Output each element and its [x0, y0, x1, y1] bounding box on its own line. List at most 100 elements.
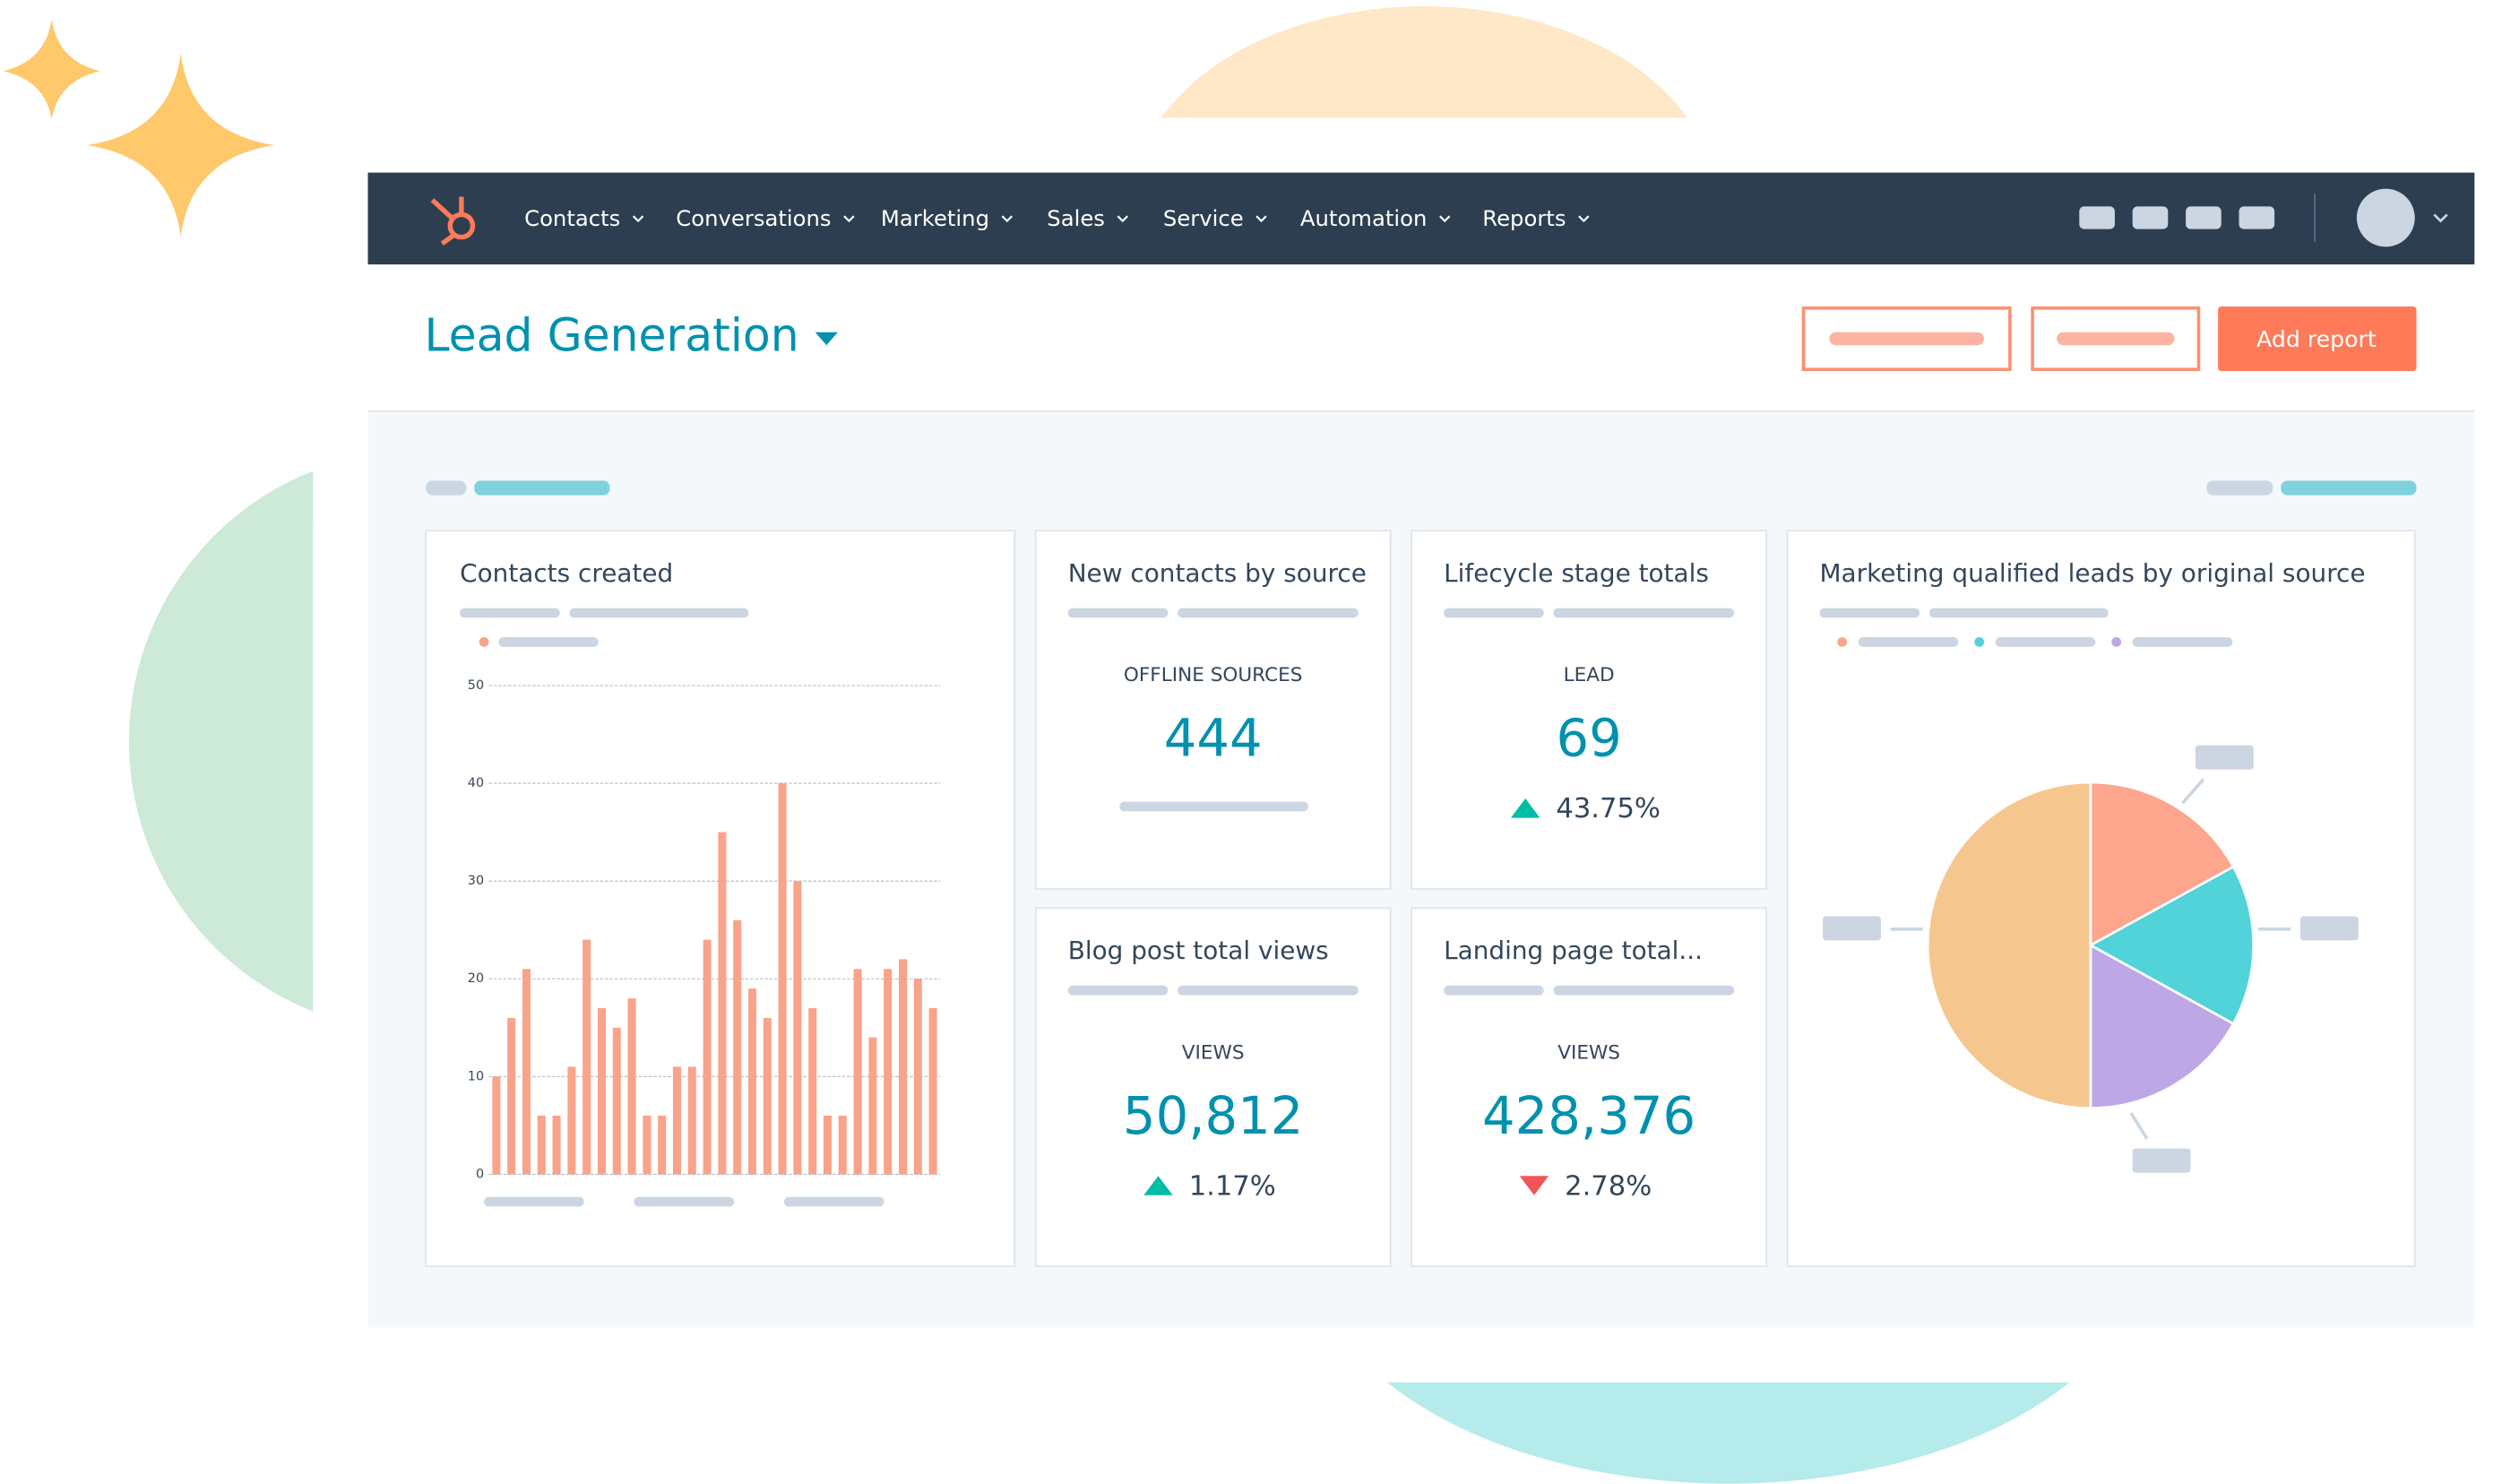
bar — [884, 969, 893, 1175]
bar — [748, 988, 756, 1175]
bar — [868, 1037, 877, 1175]
bar — [733, 919, 742, 1175]
button[interactable] — [1801, 306, 2012, 371]
bar — [899, 959, 908, 1175]
y-tick-label: 50 — [468, 678, 484, 693]
deco-star — [87, 53, 275, 237]
nav-item[interactable]: Contacts — [524, 205, 620, 231]
bar — [808, 1007, 817, 1175]
label-placeholder — [1823, 916, 1881, 941]
placeholder — [426, 480, 467, 496]
bar — [928, 1007, 937, 1175]
bar — [537, 1115, 546, 1175]
button-label[interactable]: Add report — [2256, 326, 2377, 352]
placeholder — [1178, 608, 1359, 618]
bar — [492, 1076, 501, 1175]
bar — [627, 998, 636, 1175]
dashboard-title[interactable]: Lead Generation — [425, 309, 799, 362]
label-placeholder — [2195, 745, 2254, 770]
placeholder — [484, 1196, 584, 1207]
bar — [703, 939, 712, 1175]
bar — [673, 1066, 681, 1175]
placeholder — [1995, 637, 2096, 647]
card-title: Blog post total views — [1068, 936, 1329, 965]
y-tick-label: 40 — [468, 776, 484, 790]
bar — [793, 881, 802, 1175]
placeholder — [1067, 985, 1169, 996]
leader-line — [2181, 778, 2205, 805]
placeholder — [1553, 608, 1735, 618]
nav-item[interactable]: Conversations — [676, 205, 831, 231]
placeholder — [569, 608, 749, 618]
card-title: Lifecycle stage totals — [1444, 558, 1709, 588]
nav-chevron — [843, 215, 855, 223]
placeholder — [1829, 332, 1985, 346]
bar — [913, 979, 922, 1175]
card — [1034, 907, 1392, 1267]
nav-item[interactable]: Reports — [1482, 205, 1566, 231]
card — [1034, 530, 1392, 890]
deco — [128, 470, 314, 1012]
label-placeholder — [2132, 1148, 2191, 1173]
y-tick-label: 30 — [468, 874, 484, 888]
legend-dot — [2111, 637, 2122, 647]
placeholder — [1178, 985, 1359, 996]
placeholder — [1928, 608, 2109, 618]
nav-item[interactable]: Sales — [1047, 205, 1105, 231]
bar — [552, 1115, 561, 1175]
placeholder — [1067, 608, 1169, 618]
kpi-value: 69 — [1556, 709, 1621, 769]
pie-slice — [2089, 943, 2236, 1109]
logo — [430, 196, 476, 246]
kpi-value: 428,376 — [1482, 1086, 1695, 1146]
nav-bar — [367, 172, 2475, 265]
bar — [853, 969, 862, 1175]
bar — [507, 1017, 516, 1175]
nav-item[interactable]: Marketing — [881, 205, 989, 231]
bar — [522, 969, 531, 1175]
trend-arrow — [1143, 1176, 1173, 1195]
placeholder — [498, 637, 599, 647]
placeholder — [2281, 480, 2417, 496]
y-tick-label: 10 — [468, 1069, 484, 1083]
nav-icons — [2079, 188, 2448, 247]
nav-item[interactable]: Service — [1163, 205, 1244, 231]
placeholder — [634, 1196, 735, 1207]
legend-dot — [1837, 637, 1848, 647]
legend-dot — [479, 637, 489, 647]
dropdown-caret[interactable] — [815, 332, 838, 346]
deco — [1387, 1382, 2070, 1484]
bar — [598, 1007, 606, 1175]
card — [1411, 530, 1767, 890]
bar — [582, 939, 591, 1175]
card — [1411, 907, 1767, 1267]
nav-chevron — [1439, 215, 1451, 223]
label-placeholder — [2299, 916, 2359, 941]
kpi-value: 444 — [1164, 709, 1263, 769]
nav-item[interactable]: Automation — [1300, 205, 1428, 231]
y-tick-label: 20 — [468, 971, 484, 986]
kpi-change: 2.78% — [1565, 1170, 1652, 1202]
kpi-label: OFFLINE SOURCES — [1124, 664, 1303, 686]
nav-chevron — [1001, 215, 1013, 223]
placeholder — [1819, 608, 1920, 618]
bar — [838, 1115, 847, 1175]
trend-arrow — [1519, 1176, 1549, 1195]
bar — [778, 783, 787, 1175]
placeholder — [1858, 637, 1959, 647]
bar — [718, 832, 727, 1175]
kpi-change: 43.75% — [1556, 793, 1661, 824]
add-report-button[interactable] — [2218, 306, 2417, 371]
card-title: Contacts created — [460, 558, 673, 588]
bar — [658, 1115, 667, 1175]
trend-arrow — [1510, 798, 1540, 818]
placeholder — [783, 1196, 884, 1207]
bar — [687, 1066, 696, 1175]
button[interactable] — [2031, 306, 2201, 371]
nav-chevron — [1255, 215, 1267, 223]
placeholder — [1444, 608, 1544, 618]
placeholder — [1119, 801, 1308, 812]
card-title: Marketing qualified leads by original so… — [1820, 558, 2366, 588]
pie-slice — [2089, 781, 2236, 948]
